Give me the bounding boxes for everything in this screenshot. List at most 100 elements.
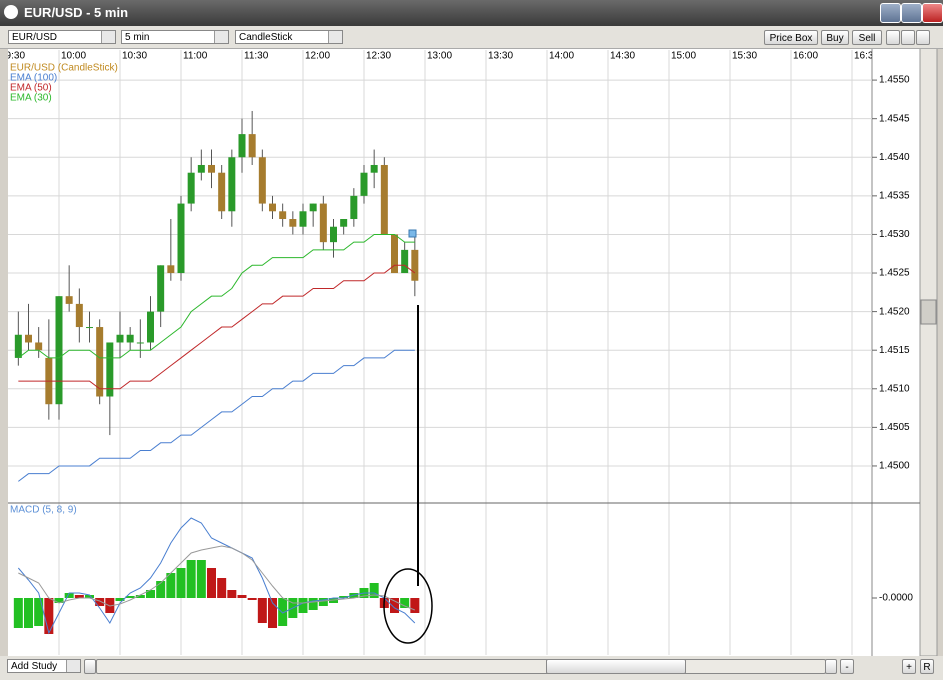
histogram-bar: [369, 583, 379, 598]
price-box-button[interactable]: Price Box: [764, 30, 818, 45]
histogram-bar: [85, 595, 94, 598]
legend-entry: EMA (100): [10, 73, 57, 84]
candle-body: [401, 249, 409, 274]
x-tick-label: 12:30: [366, 51, 391, 62]
histogram-bar: [308, 598, 318, 610]
y-tick-label: -0.0000: [879, 593, 913, 604]
histogram-bar: [186, 560, 196, 598]
x-tick-label: 09:30: [0, 51, 25, 62]
candle-body: [350, 195, 358, 220]
histogram-bar: [318, 598, 328, 606]
window-title: EUR/USD - 5 min: [24, 5, 129, 20]
histogram-bar: [247, 598, 257, 600]
histogram-bar: [268, 598, 277, 628]
histogram-bar: [400, 598, 410, 608]
legend-entry: EMA (30): [10, 93, 52, 104]
tool-button[interactable]: [901, 30, 915, 45]
legend-entry: EUR/USD (CandleStick): [10, 63, 118, 74]
y-tick-label: 1.4520: [879, 306, 910, 317]
x-tick-label: 11:30: [244, 51, 269, 62]
candle-body: [370, 164, 378, 173]
tool-button[interactable]: [886, 30, 900, 45]
close-button[interactable]: [922, 3, 943, 23]
candle-body: [391, 234, 398, 274]
candle-body: [197, 164, 205, 173]
interval-select[interactable]: 5 min: [121, 30, 229, 44]
ema-line: [18, 349, 415, 482]
histogram-bar: [257, 598, 267, 623]
y-tick-label: 1.4535: [879, 190, 910, 201]
x-tick-label: 10:00: [61, 51, 86, 62]
candle-body: [55, 296, 63, 405]
order-marker: [408, 229, 417, 238]
candle-body: [177, 203, 185, 274]
y-tick-label: 1.4505: [879, 422, 910, 433]
macd-line: [17, 517, 416, 635]
reset-button[interactable]: R: [920, 659, 934, 674]
chart-type-select[interactable]: CandleStick: [235, 30, 343, 44]
candle-body: [106, 342, 114, 397]
maximize-button[interactable]: [901, 3, 922, 23]
histogram-bar: [74, 595, 84, 598]
ema-line: [18, 233, 415, 359]
buy-button[interactable]: Buy: [821, 30, 849, 45]
ema-line: [18, 264, 416, 390]
candle-body: [360, 172, 368, 196]
histogram-bar: [125, 596, 135, 598]
y-tick-label: 1.4550: [879, 75, 910, 86]
scroll-left[interactable]: [84, 659, 96, 674]
y-tick-label: 1.4515: [879, 345, 910, 356]
histogram-bar: [146, 590, 155, 598]
y-tick-label: 1.4530: [879, 229, 910, 240]
x-tick-label: 16:30: [854, 51, 879, 62]
y-tick-label: 1.4500: [879, 461, 910, 472]
candle-body: [299, 211, 307, 227]
candle-body: [147, 311, 154, 343]
histogram-bar: [176, 568, 186, 598]
horizontal-thumb[interactable]: [546, 659, 686, 674]
zoom-out-button[interactable]: -: [840, 659, 854, 674]
candle-body: [96, 327, 104, 397]
histogram-bar: [64, 593, 74, 598]
histogram-bar: [298, 598, 308, 613]
horizontal-scrollbar[interactable]: [96, 659, 826, 674]
symbol-select[interactable]: EUR/USD: [8, 30, 116, 44]
candle-body: [86, 327, 93, 329]
sell-button[interactable]: Sell: [852, 30, 882, 45]
candle-body: [289, 219, 297, 227]
candle-body: [248, 134, 256, 158]
y-tick-label: 1.4510: [879, 383, 910, 394]
candle-body: [75, 303, 83, 328]
scroll-thumb[interactable]: [920, 299, 937, 325]
histogram-bar: [237, 595, 247, 598]
x-tick-label: 12:00: [305, 51, 330, 62]
tool-button[interactable]: [916, 30, 930, 45]
x-tick-label: 13:00: [427, 51, 452, 62]
candle-body: [309, 203, 317, 212]
candle-body: [187, 172, 195, 204]
scrollbar[interactable]: [919, 47, 938, 657]
minimize-button[interactable]: [880, 3, 901, 23]
candle-body: [238, 134, 246, 158]
title-bar: EUR/USD - 5 min: [0, 0, 943, 26]
histogram-bar: [227, 590, 237, 598]
candle-body: [126, 334, 134, 343]
x-tick-label: 11:00: [183, 51, 208, 62]
x-tick-label: 14:00: [549, 51, 574, 62]
scroll-right[interactable]: [825, 659, 837, 674]
histogram-bar: [135, 595, 145, 598]
histogram-bar: [217, 578, 227, 598]
histogram-bar: [339, 596, 349, 598]
macd-line: [18, 545, 416, 611]
add-study-select[interactable]: Add Study: [7, 659, 81, 673]
histogram-bar: [156, 581, 166, 598]
plot-background: [8, 48, 872, 656]
zoom-in-button[interactable]: +: [902, 659, 916, 674]
candle-body: [208, 164, 215, 173]
panel-title: MACD (5, 8, 9): [10, 505, 77, 516]
app-icon: [4, 5, 18, 19]
x-tick-label: 13:30: [488, 51, 513, 62]
histogram-bar: [207, 568, 216, 598]
x-tick-label: 16:00: [793, 51, 818, 62]
